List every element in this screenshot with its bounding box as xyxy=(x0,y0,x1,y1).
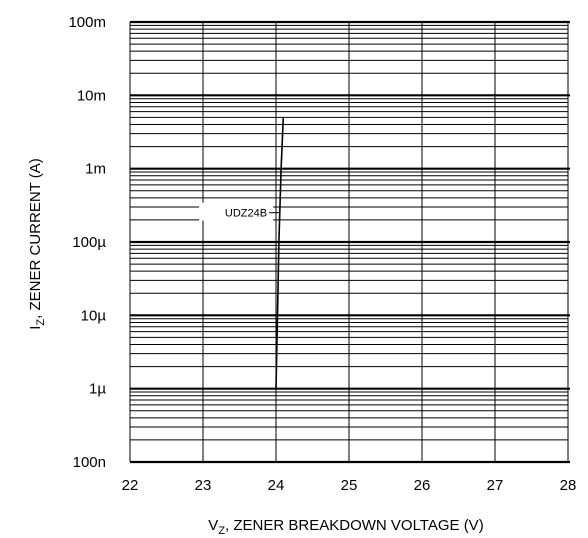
x-tick-label: 28 xyxy=(560,477,577,494)
y-tick-label: 1µ xyxy=(89,381,106,398)
series-label-background xyxy=(199,202,274,221)
x-axis-label: VZ, ZENER BREAKDOWN VOLTAGE (V) xyxy=(208,517,483,537)
series-point xyxy=(282,116,285,119)
y-tick-labels: 100n 1µ 10µ 100µ 1m 10m 100m xyxy=(68,14,106,471)
x-tick-label: 27 xyxy=(487,477,504,494)
x-tick-label: 26 xyxy=(414,477,431,494)
plot-grid xyxy=(129,20,570,464)
x-tick-label: 24 xyxy=(268,477,285,494)
y-tick-label: 100m xyxy=(68,14,106,31)
x-tick-label: 22 xyxy=(122,477,139,494)
series-point xyxy=(275,387,277,390)
x-tick-labels: 22 23 24 25 26 27 28 xyxy=(122,477,577,494)
y-tick-label: 100n xyxy=(73,454,106,471)
y-tick-label: 10m xyxy=(77,87,106,104)
series-point xyxy=(278,241,280,243)
y-tick-label: 1m xyxy=(85,161,106,178)
series-label: UDZ24B xyxy=(225,208,267,220)
x-tick-label: 23 xyxy=(195,477,212,494)
series-point xyxy=(276,314,279,317)
y-axis-label: IZ, ZENER CURRENT (A) xyxy=(27,158,47,329)
y-tick-label: 10µ xyxy=(81,307,107,324)
series-point xyxy=(280,167,282,170)
series-layer: UDZ24B xyxy=(199,116,285,390)
y-tick-label: 100µ xyxy=(72,234,106,251)
x-tick-label: 25 xyxy=(341,477,358,494)
